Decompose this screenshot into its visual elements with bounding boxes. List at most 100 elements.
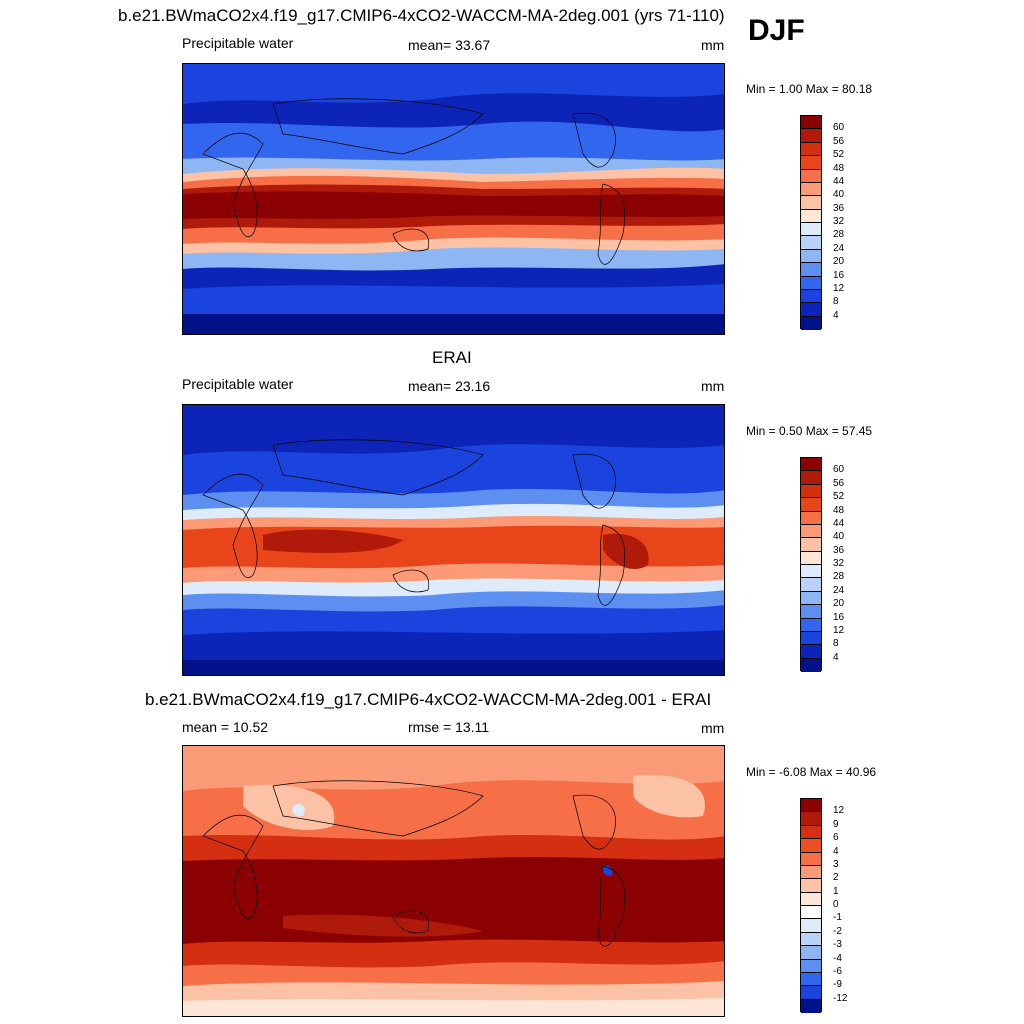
colorbar-label: 40 <box>833 531 845 543</box>
panel-2-title: ERAI <box>432 348 472 367</box>
colorbar-label: -1 <box>833 912 842 924</box>
colorbar-label: 44 <box>833 175 845 187</box>
colorbar-label: 3 <box>833 858 839 870</box>
colorbar-label: 12 <box>833 624 845 636</box>
colorbar-label: 52 <box>833 149 845 161</box>
colorbar-swatch <box>801 605 821 619</box>
colorbar-swatch <box>801 276 821 290</box>
panel-1-colorbar <box>800 115 822 330</box>
colorbar-swatch <box>801 524 821 539</box>
panel-2-minmax: Min = 0.50 Max = 57.45 <box>746 424 873 438</box>
colorbar-label: 52 <box>833 491 845 503</box>
panel-2-mean-label: mean= 23.16 <box>408 378 491 394</box>
colorbar-label: -6 <box>833 965 842 977</box>
colorbar-label: 12 <box>833 282 845 294</box>
colorbar-label: 56 <box>833 477 845 489</box>
panel-1-mean-label: mean= 33.67 <box>408 37 491 53</box>
colorbar-swatch <box>801 511 821 525</box>
colorbar-swatch <box>801 999 821 1013</box>
colorbar-label: 36 <box>833 544 845 556</box>
colorbar-swatch <box>801 156 821 170</box>
colorbar-swatch <box>801 799 821 813</box>
colorbar-swatch <box>801 986 821 1000</box>
panel-2-colorbar <box>800 457 822 672</box>
colorbar-label: 1 <box>833 885 839 897</box>
colorbar-swatch <box>801 458 821 472</box>
colorbar-swatch <box>801 618 821 632</box>
colorbar-label: 4 <box>833 309 839 321</box>
colorbar-label: 60 <box>833 464 845 476</box>
panel-1-variable-label: Precipitable water <box>182 35 294 51</box>
panel-3-title: b.e21.BWmaCO2x4.f19_g17.CMIP6-4xCO2-WACC… <box>145 690 712 709</box>
colorbar-label: 8 <box>833 638 839 650</box>
colorbar-swatch <box>801 196 821 210</box>
colorbar-label: 32 <box>833 558 845 569</box>
colorbar-swatch <box>801 142 821 157</box>
colorbar-swatch <box>801 565 821 579</box>
colorbar-label: 6 <box>833 832 839 844</box>
colorbar-label: 44 <box>833 517 845 529</box>
colorbar-swatch <box>801 578 821 592</box>
colorbar-label: 8 <box>833 296 839 308</box>
panel-2-map <box>182 404 725 676</box>
colorbar-swatch <box>801 631 821 646</box>
colorbar-swatch <box>801 249 821 264</box>
panel-1-map-svg <box>183 64 724 334</box>
colorbar-swatch <box>801 658 821 672</box>
panel-3-units: mm <box>701 720 725 736</box>
colorbar-swatch <box>801 316 821 330</box>
colorbar-label: 12 <box>833 805 845 817</box>
panel-3-map <box>182 745 725 1017</box>
colorbar-swatch <box>801 946 821 960</box>
colorbar-label: 60 <box>833 122 845 134</box>
colorbar-swatch <box>801 812 821 826</box>
colorbar-swatch <box>801 169 821 183</box>
colorbar-label: 40 <box>833 189 845 201</box>
colorbar-label: 48 <box>833 504 845 516</box>
colorbar-label: 28 <box>833 229 845 241</box>
colorbar-label: -2 <box>833 925 842 937</box>
colorbar-swatch <box>801 959 821 973</box>
colorbar-label: 20 <box>833 598 845 610</box>
colorbar-label: 0 <box>833 899 839 910</box>
colorbar-label: 32 <box>833 216 845 227</box>
colorbar-swatch <box>801 645 821 659</box>
colorbar-swatch <box>801 892 821 906</box>
colorbar-swatch <box>801 484 821 499</box>
colorbar-swatch <box>801 182 821 197</box>
colorbar-label: 36 <box>833 202 845 214</box>
colorbar-label: -4 <box>833 952 842 964</box>
colorbar-label: 48 <box>833 162 845 174</box>
colorbar-swatch <box>801 865 821 880</box>
panel-3-map-svg <box>183 746 724 1016</box>
colorbar-label: 2 <box>833 872 839 884</box>
colorbar-label: -12 <box>833 992 848 1004</box>
colorbar-swatch <box>801 303 821 317</box>
colorbar-label: 4 <box>833 651 839 663</box>
colorbar-swatch <box>801 223 821 237</box>
colorbar-swatch <box>801 839 821 853</box>
colorbar-swatch <box>801 209 821 223</box>
panel-2-variable-label: Precipitable water <box>182 376 294 392</box>
colorbar-swatch <box>801 906 821 920</box>
colorbar-label: 4 <box>833 845 839 857</box>
colorbar-label: 16 <box>833 611 845 623</box>
panel-3-rmse-label: rmse = 13.11 <box>408 719 490 735</box>
panel-1-minmax: Min = 1.00 Max = 80.18 <box>746 82 873 96</box>
panel-3-minmax: Min = -6.08 Max = 40.96 <box>746 765 877 779</box>
colorbar-swatch <box>801 852 821 866</box>
colorbar-swatch <box>801 551 821 565</box>
colorbar-swatch <box>801 591 821 606</box>
colorbar-swatch <box>801 471 821 485</box>
panel-2-map-svg <box>183 405 724 675</box>
colorbar-swatch <box>801 972 821 987</box>
colorbar-swatch <box>801 498 821 512</box>
colorbar-label: 20 <box>833 256 845 268</box>
panel-1-units: mm <box>701 37 725 53</box>
colorbar-swatch <box>801 116 821 130</box>
panel-1-map <box>182 63 725 335</box>
panel-1-title: b.e21.BWmaCO2x4.f19_g17.CMIP6-4xCO2-WACC… <box>118 6 725 25</box>
panel-3-colorbar <box>800 798 822 1013</box>
colorbar-swatch <box>801 289 821 304</box>
colorbar-label: 56 <box>833 135 845 147</box>
